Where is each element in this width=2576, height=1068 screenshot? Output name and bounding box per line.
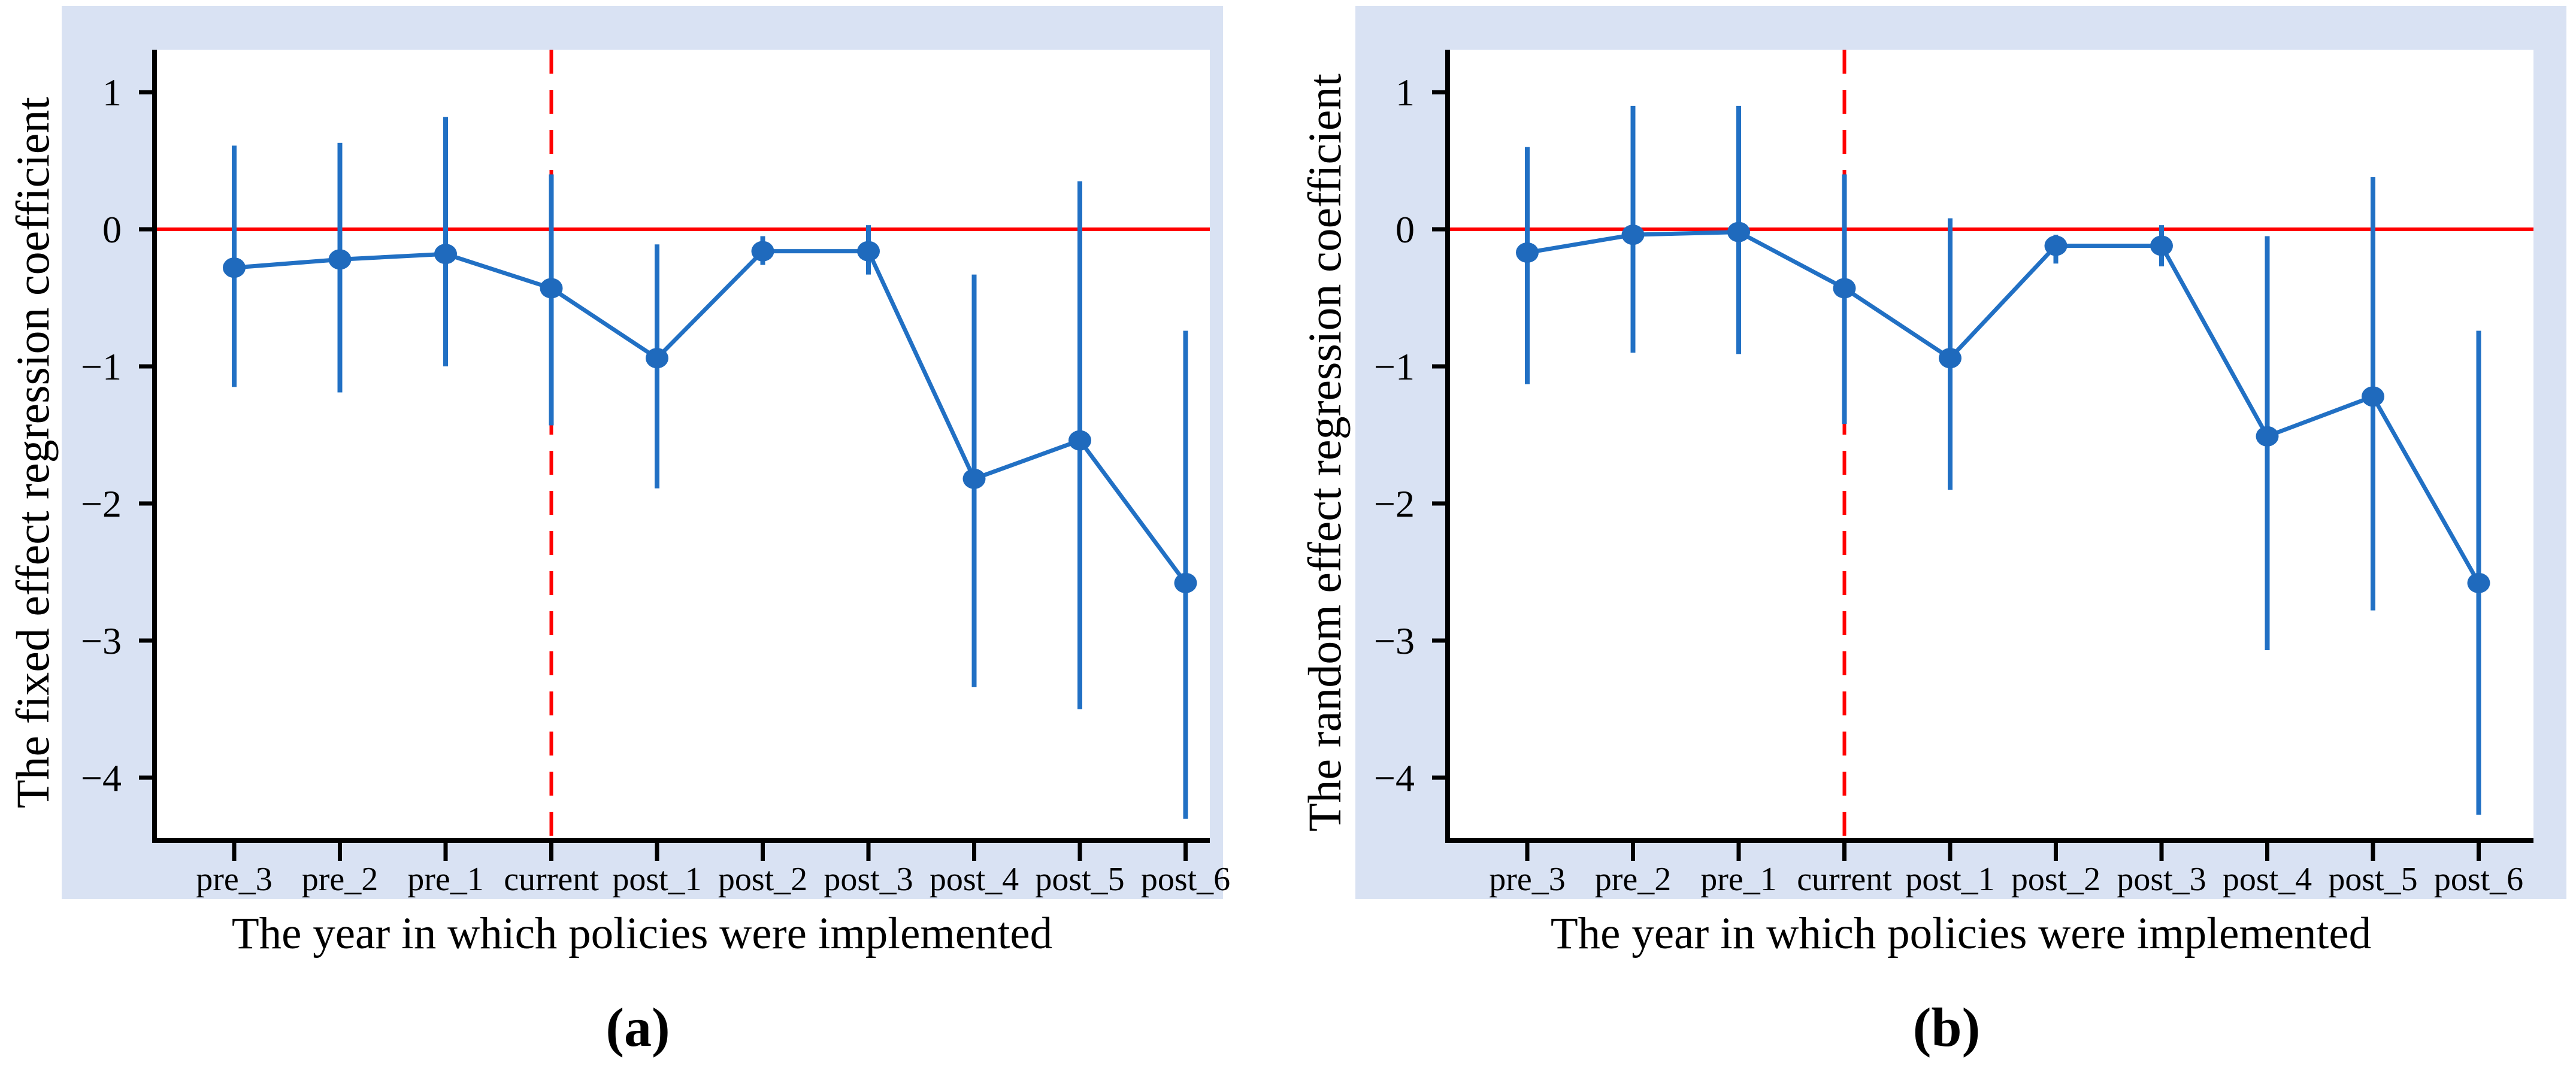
- y-tick-label: −2: [81, 483, 122, 525]
- data-point-post_5: [1068, 430, 1091, 451]
- data-point-pre_1: [1727, 222, 1750, 242]
- coefficient-line: [234, 249, 1188, 584]
- x-tick-label: pre_3: [1489, 861, 1566, 898]
- x-tick-label: pre_1: [407, 861, 484, 898]
- x-tick-label: current: [504, 861, 599, 898]
- y-tick-label: −2: [1374, 483, 1415, 525]
- y-axis-title-fixed-effect: The fixed effect regression coefficient: [7, 96, 59, 809]
- coefficient-line: [1527, 230, 2481, 584]
- x-tick-label: post_4: [930, 861, 1019, 898]
- panel-caption-b: (b): [1912, 997, 1981, 1058]
- x-tick-label: post_1: [612, 861, 701, 898]
- x-tick-label: pre_1: [1700, 861, 1777, 898]
- data-point-current: [540, 278, 563, 299]
- data-point-post_6: [2467, 572, 2490, 593]
- x-tick-label: post_3: [824, 861, 913, 898]
- x-axis-title-right: The year in which policies were implemen…: [1550, 909, 2372, 958]
- y-tick-label: −1: [1374, 345, 1415, 388]
- y-tick-label: −4: [81, 757, 122, 799]
- data-point-pre_3: [223, 257, 246, 278]
- y-tick-label: −1: [81, 345, 122, 388]
- x-tick-label: pre_2: [302, 861, 379, 898]
- data-point-post_1: [646, 348, 668, 369]
- x-tick-label: pre_3: [196, 861, 273, 898]
- x-tick-label: pre_2: [1595, 861, 1672, 898]
- data-point-post_3: [857, 241, 880, 262]
- data-point-post_4: [2256, 426, 2279, 447]
- x-tick-label: post_2: [718, 861, 807, 898]
- y-tick-label: 1: [1396, 71, 1415, 114]
- x-tick-label: current: [1797, 861, 1892, 898]
- y-tick-label: 1: [102, 71, 122, 114]
- data-point-post_3: [2150, 235, 2173, 256]
- data-point-pre_2: [1621, 224, 1645, 245]
- y-tick-label: −3: [81, 620, 122, 662]
- data-point-post_2: [2044, 235, 2068, 256]
- x-tick-label: post_2: [2011, 861, 2100, 898]
- y-tick-label: 0: [102, 208, 122, 251]
- x-tick-label: post_5: [2328, 861, 2417, 898]
- data-point-post_1: [1939, 348, 1961, 369]
- data-point-pre_1: [434, 244, 457, 265]
- x-axis-title-left: The year in which policies were implemen…: [231, 909, 1053, 958]
- x-tick-label: post_4: [2223, 861, 2312, 898]
- x-tick-label: post_5: [1035, 861, 1124, 898]
- data-point-current: [1833, 278, 1856, 299]
- y-axis-title-random-effect: The random effect regression coefficient: [1298, 73, 1351, 832]
- y-tick-label: −4: [1374, 757, 1415, 799]
- data-point-pre_2: [328, 249, 352, 270]
- y-tick-label: 0: [1396, 208, 1415, 251]
- data-point-pre_3: [1516, 242, 1539, 263]
- x-tick-label: post_6: [1141, 861, 1230, 898]
- y-tick-label: −3: [1374, 620, 1415, 662]
- plot-area: [1448, 50, 2533, 839]
- data-point-post_5: [2362, 386, 2384, 407]
- plot-area: [155, 50, 1210, 839]
- x-tick-label: post_6: [2434, 861, 2523, 898]
- x-tick-label: post_1: [1905, 861, 1994, 898]
- data-point-post_6: [1174, 572, 1197, 593]
- data-point-post_2: [751, 241, 774, 262]
- panel-caption-a: (a): [606, 997, 670, 1058]
- data-point-post_4: [962, 468, 986, 489]
- x-tick-label: post_3: [2117, 861, 2206, 898]
